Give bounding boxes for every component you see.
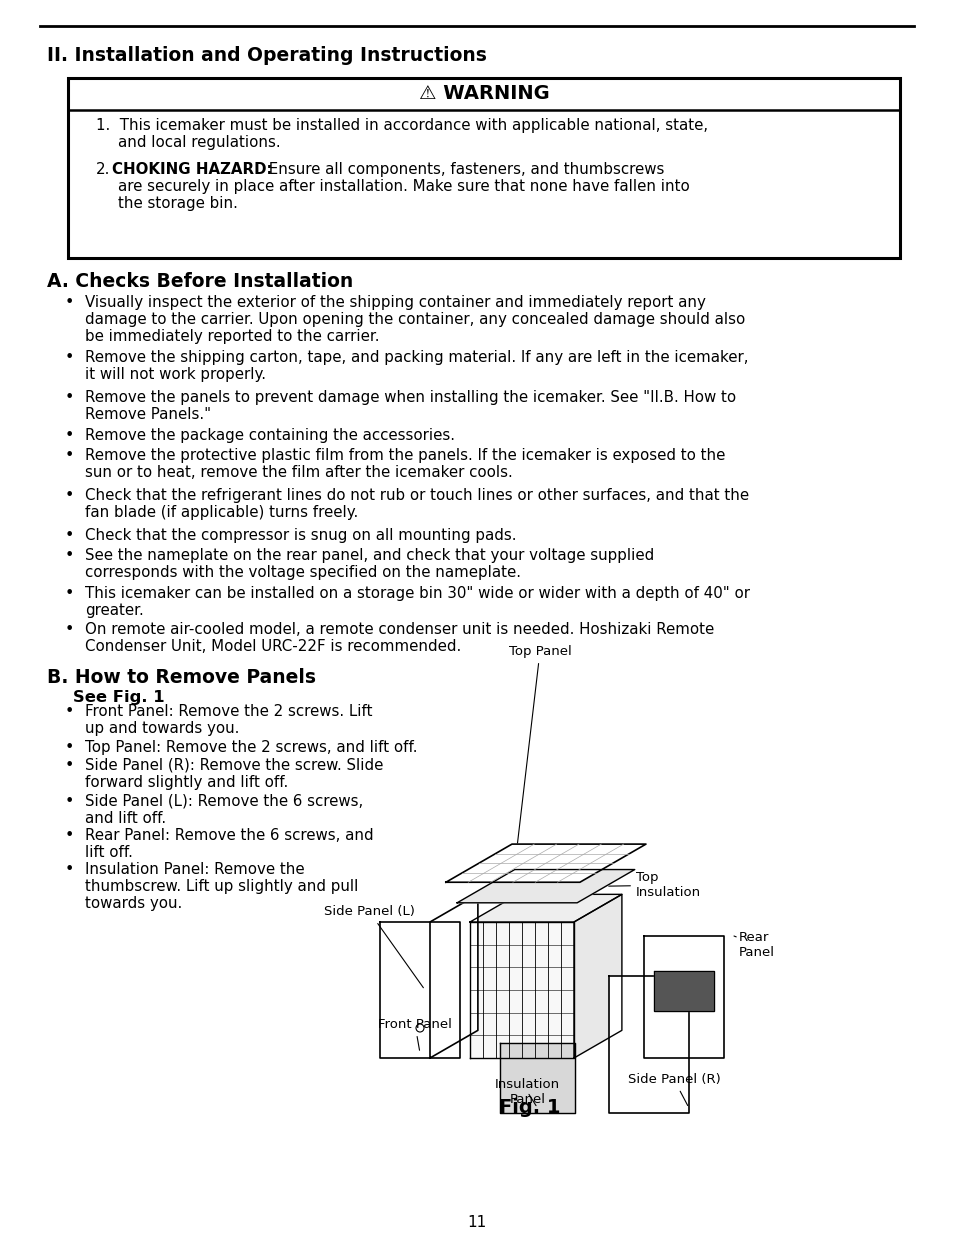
Polygon shape (574, 894, 621, 1058)
Polygon shape (499, 1044, 575, 1113)
Text: •: • (65, 740, 74, 755)
Text: 11: 11 (467, 1215, 486, 1230)
Text: •: • (65, 585, 74, 601)
Text: Top Panel: Remove the 2 screws, and lift off.: Top Panel: Remove the 2 screws, and lift… (85, 740, 417, 755)
Text: Condenser Unit, Model URC-22F is recommended.: Condenser Unit, Model URC-22F is recomme… (85, 638, 460, 655)
Text: •: • (65, 758, 74, 773)
Text: See Fig. 1: See Fig. 1 (73, 690, 165, 705)
Text: On remote air-cooled model, a remote condenser unit is needed. Hoshizaki Remote: On remote air-cooled model, a remote con… (85, 622, 714, 637)
Polygon shape (430, 894, 477, 1058)
Text: •: • (65, 350, 74, 366)
Text: 1.  This icemaker must be installed in accordance with applicable national, stat: 1. This icemaker must be installed in ac… (96, 119, 707, 133)
Polygon shape (470, 894, 621, 923)
Text: the storage bin.: the storage bin. (118, 196, 237, 211)
Text: •: • (65, 295, 74, 310)
Text: be immediately reported to the carrier.: be immediately reported to the carrier. (85, 329, 379, 345)
Text: •: • (65, 429, 74, 443)
Polygon shape (470, 923, 574, 1058)
Polygon shape (379, 923, 459, 1058)
Text: 2.: 2. (96, 162, 111, 177)
Text: •: • (65, 529, 74, 543)
Text: Top Panel: Top Panel (508, 645, 571, 879)
Text: •: • (65, 548, 74, 563)
Text: Remove the panels to prevent damage when installing the icemaker. See "II.B. How: Remove the panels to prevent damage when… (85, 390, 736, 405)
Text: Side Panel (L): Remove the 6 screws,: Side Panel (L): Remove the 6 screws, (85, 794, 363, 809)
Text: and local regulations.: and local regulations. (118, 135, 280, 149)
Text: Check that the refrigerant lines do not rub or touch lines or other surfaces, an: Check that the refrigerant lines do not … (85, 488, 748, 503)
Text: Check that the compressor is snug on all mounting pads.: Check that the compressor is snug on all… (85, 529, 516, 543)
Text: sun or to heat, remove the film after the icemaker cools.: sun or to heat, remove the film after th… (85, 466, 512, 480)
Text: greater.: greater. (85, 603, 144, 618)
Text: B. How to Remove Panels: B. How to Remove Panels (47, 668, 315, 687)
Text: Top
Insulation: Top Insulation (608, 871, 700, 899)
Text: Side Panel (R): Remove the screw. Slide: Side Panel (R): Remove the screw. Slide (85, 758, 383, 773)
Text: Fig. 1: Fig. 1 (498, 1098, 560, 1116)
Text: A. Checks Before Installation: A. Checks Before Installation (47, 272, 353, 291)
Text: Rear Panel: Remove the 6 screws, and: Rear Panel: Remove the 6 screws, and (85, 827, 374, 844)
Text: fan blade (if applicable) turns freely.: fan blade (if applicable) turns freely. (85, 505, 358, 520)
Text: corresponds with the voltage specified on the nameplate.: corresponds with the voltage specified o… (85, 564, 520, 580)
Text: thumbscrew. Lift up slightly and pull: thumbscrew. Lift up slightly and pull (85, 879, 358, 894)
Text: lift off.: lift off. (85, 845, 132, 860)
Text: Remove the package containing the accessories.: Remove the package containing the access… (85, 429, 455, 443)
Text: See the nameplate on the rear panel, and check that your voltage supplied: See the nameplate on the rear panel, and… (85, 548, 654, 563)
Polygon shape (456, 869, 634, 903)
Text: towards you.: towards you. (85, 897, 182, 911)
Text: II. Installation and Operating Instructions: II. Installation and Operating Instructi… (47, 46, 486, 65)
Text: Side Panel (R): Side Panel (R) (627, 1073, 720, 1105)
Text: Insulation
Panel: Insulation Panel (495, 1078, 559, 1107)
Text: Ensure all components, fasteners, and thumbscrews: Ensure all components, fasteners, and th… (264, 162, 663, 177)
Polygon shape (643, 936, 723, 1058)
Bar (68, 78, 899, 258)
Polygon shape (654, 971, 713, 1011)
Text: •: • (65, 622, 74, 637)
Text: •: • (65, 390, 74, 405)
Text: Front Panel: Front Panel (377, 1018, 452, 1050)
Polygon shape (445, 844, 645, 882)
Text: up and towards you.: up and towards you. (85, 721, 239, 736)
Text: damage to the carrier. Upon opening the container, any concealed damage should a: damage to the carrier. Upon opening the … (85, 312, 744, 327)
Text: ⚠ WARNING: ⚠ WARNING (418, 84, 549, 103)
Text: Insulation Panel: Remove the: Insulation Panel: Remove the (85, 862, 304, 877)
Text: it will not work properly.: it will not work properly. (85, 367, 266, 382)
Text: Remove the shipping carton, tape, and packing material. If any are left in the i: Remove the shipping carton, tape, and pa… (85, 350, 748, 366)
Text: Visually inspect the exterior of the shipping container and immediately report a: Visually inspect the exterior of the shi… (85, 295, 705, 310)
Text: •: • (65, 704, 74, 719)
Text: This icemaker can be installed on a storage bin 30" wide or wider with a depth o: This icemaker can be installed on a stor… (85, 585, 749, 601)
Polygon shape (608, 976, 688, 1113)
Text: •: • (65, 448, 74, 463)
Text: Remove the protective plastic film from the panels. If the icemaker is exposed t: Remove the protective plastic film from … (85, 448, 724, 463)
Text: •: • (65, 827, 74, 844)
Text: are securely in place after installation. Make sure that none have fallen into: are securely in place after installation… (118, 179, 689, 194)
Text: Remove Panels.": Remove Panels." (85, 408, 211, 422)
Text: forward slightly and lift off.: forward slightly and lift off. (85, 776, 288, 790)
Text: and lift off.: and lift off. (85, 811, 166, 826)
Text: •: • (65, 862, 74, 877)
Text: Front Panel: Remove the 2 screws. Lift: Front Panel: Remove the 2 screws. Lift (85, 704, 372, 719)
Text: Side Panel (L): Side Panel (L) (324, 905, 423, 988)
Text: •: • (65, 488, 74, 503)
Text: Rear
Panel: Rear Panel (733, 931, 774, 960)
Text: •: • (65, 794, 74, 809)
Text: CHOKING HAZARD:: CHOKING HAZARD: (112, 162, 273, 177)
